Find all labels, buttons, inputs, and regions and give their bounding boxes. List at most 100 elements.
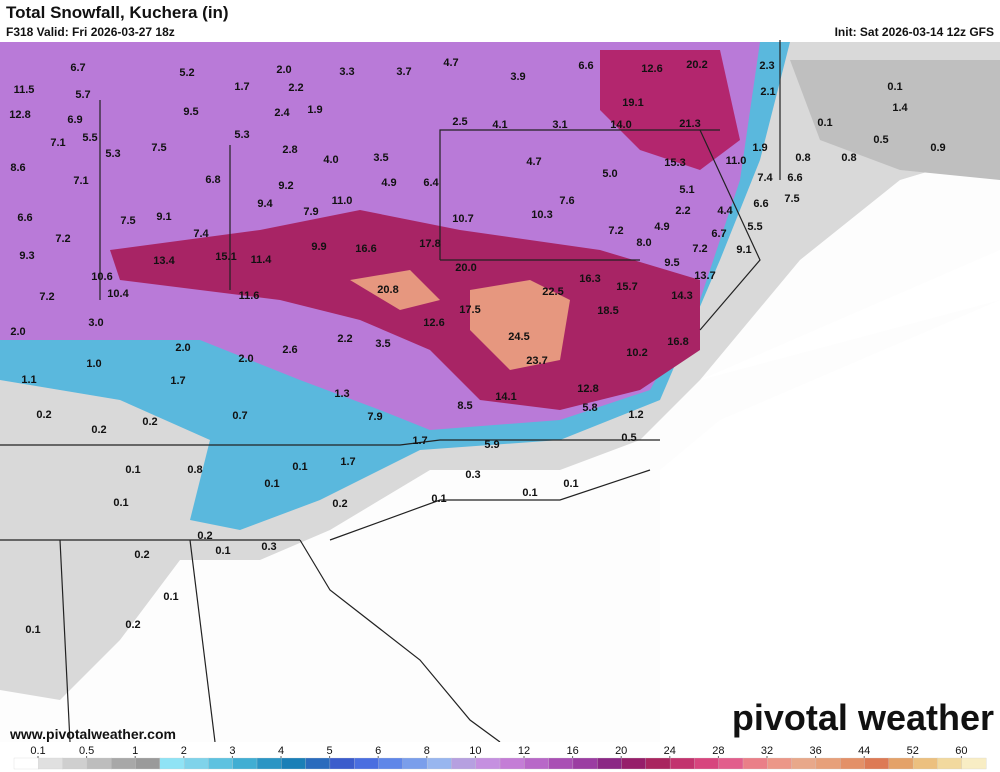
snowfall-label: 5.7 [75,89,90,101]
snowfall-label: 16.8 [667,336,688,348]
snowfall-label: 2.0 [175,342,190,354]
snowfall-label: 12.6 [423,317,444,329]
snowfall-label: 9.5 [664,257,679,269]
snowfall-label: 2.0 [238,353,253,365]
map-area [0,40,1000,743]
snowfall-label: 3.0 [88,317,103,329]
snowfall-label: 7.5 [784,193,799,205]
colorbar-tick-label: 60 [955,745,967,757]
snowfall-label: 1.9 [752,142,767,154]
ocean [660,250,1000,742]
snowfall-label: 8.5 [457,400,472,412]
snowfall-label: 15.1 [215,251,236,263]
colorbar-swatch [888,757,914,770]
snowfall-label: 21.3 [679,118,700,130]
snowfall-label: 7.2 [55,233,70,245]
colorbar-swatch [937,757,963,770]
snowfall-label: 16.3 [579,273,600,285]
snowfall-label: 7.2 [608,225,623,237]
snowfall-label: 11.6 [239,290,260,302]
snowfall-label: 6.7 [711,228,726,240]
snowfall-label: 2.6 [282,344,297,356]
snowfall-label: 2.2 [337,333,352,345]
colorbar-swatch [38,757,64,770]
colorbar-swatch [767,757,793,770]
snowfall-label: 0.2 [125,619,140,631]
snowfall-label: 23.7 [526,355,547,367]
snowfall-label: 7.1 [73,175,88,187]
snowfall-label: 10.6 [91,271,112,283]
snowfall-label: 2.1 [760,86,775,98]
snowfall-label: 0.5 [873,134,888,146]
snowfall-label: 0.7 [232,410,247,422]
snowfall-label: 0.2 [197,530,212,542]
snowfall-label: 10.3 [531,209,552,221]
snowfall-label: 9.3 [19,250,34,262]
snowfall-label: 9.5 [183,106,198,118]
snowfall-label: 0.9 [930,142,945,154]
snowfall-label: 5.9 [484,439,499,451]
snowfall-label: 3.5 [373,152,388,164]
colorbar-swatch [621,757,647,770]
snowfall-label: 2.4 [274,107,290,119]
snowfall-label: 6.6 [17,212,32,224]
snowfall-label: 1.7 [170,375,185,387]
snowfall-label: 0.1 [215,545,230,557]
valid-time: F318 Valid: Fri 2026-03-27 18z [6,25,175,39]
snowfall-label: 15.7 [616,281,637,293]
snowfall-label: 7.4 [193,228,209,240]
snowfall-label: 5.5 [82,132,97,144]
colorbar-tick-label: 16 [566,745,578,757]
colorbar-swatch [86,757,112,770]
snowfall-label: 1.7 [340,456,355,468]
snowfall-label: 0.1 [25,624,40,636]
colorbar-swatch [864,757,890,770]
init-time: Init: Sat 2026-03-14 12z GFS [835,25,994,39]
snowfall-label: 3.5 [375,338,390,350]
url: www.pivotalweather.com [9,726,176,742]
colorbar-swatch [912,757,938,770]
snowfall-label: 3.3 [339,66,354,78]
snowfall-label: 5.1 [679,184,694,196]
snowfall-label: 4.1 [492,119,507,131]
snowfall-label: 9.1 [156,211,171,223]
snowfall-label: 0.2 [36,409,51,421]
snowfall-label: 1.7 [412,435,427,447]
colorbar-tick-label: 32 [761,745,773,757]
colorbar-tick-label: 0.5 [79,745,94,757]
snowfall-label: 1.7 [234,81,249,93]
colorbar-tick-label: 36 [809,745,821,757]
colorbar-swatch [378,757,404,770]
snow-gray-northeast [790,60,1000,180]
snowfall-label: 7.6 [559,195,574,207]
snowfall-label: 6.9 [67,114,82,126]
colorbar-swatch [402,757,428,770]
snowfall-label: 5.0 [602,168,617,180]
colorbar-swatch [208,757,234,770]
colorbar-tick-label: 52 [907,745,919,757]
snowfall-label: 0.8 [187,464,202,476]
snowfall-label: 12.8 [9,109,30,121]
colorbar-swatch [742,757,768,770]
snowfall-label: 18.5 [597,305,618,317]
colorbar-tick-label: 10 [469,745,481,757]
colorbar-swatch [256,757,282,770]
colorbar-swatch [572,757,598,770]
snowfall-label: 0.8 [841,152,856,164]
snowfall-label: 0.2 [332,498,347,510]
snowfall-label: 7.5 [151,142,166,154]
snowfall-label: 6.4 [423,177,439,189]
colorbar-swatch [499,757,525,770]
colorbar-swatch [159,757,185,770]
title: Total Snowfall, Kuchera (in) [6,3,229,22]
snowfall-label: 4.4 [717,205,733,217]
snowfall-label: 3.9 [510,71,525,83]
snowfall-label: 1.9 [307,104,322,116]
snowfall-label: 7.2 [692,243,707,255]
colorbar-swatch [548,757,574,770]
snowfall-label: 11.5 [14,84,35,96]
snowfall-label: 2.0 [10,326,25,338]
colorbar-tick-label: 24 [664,745,676,757]
borders [0,40,781,743]
snowfall-label: 13.4 [153,255,175,267]
